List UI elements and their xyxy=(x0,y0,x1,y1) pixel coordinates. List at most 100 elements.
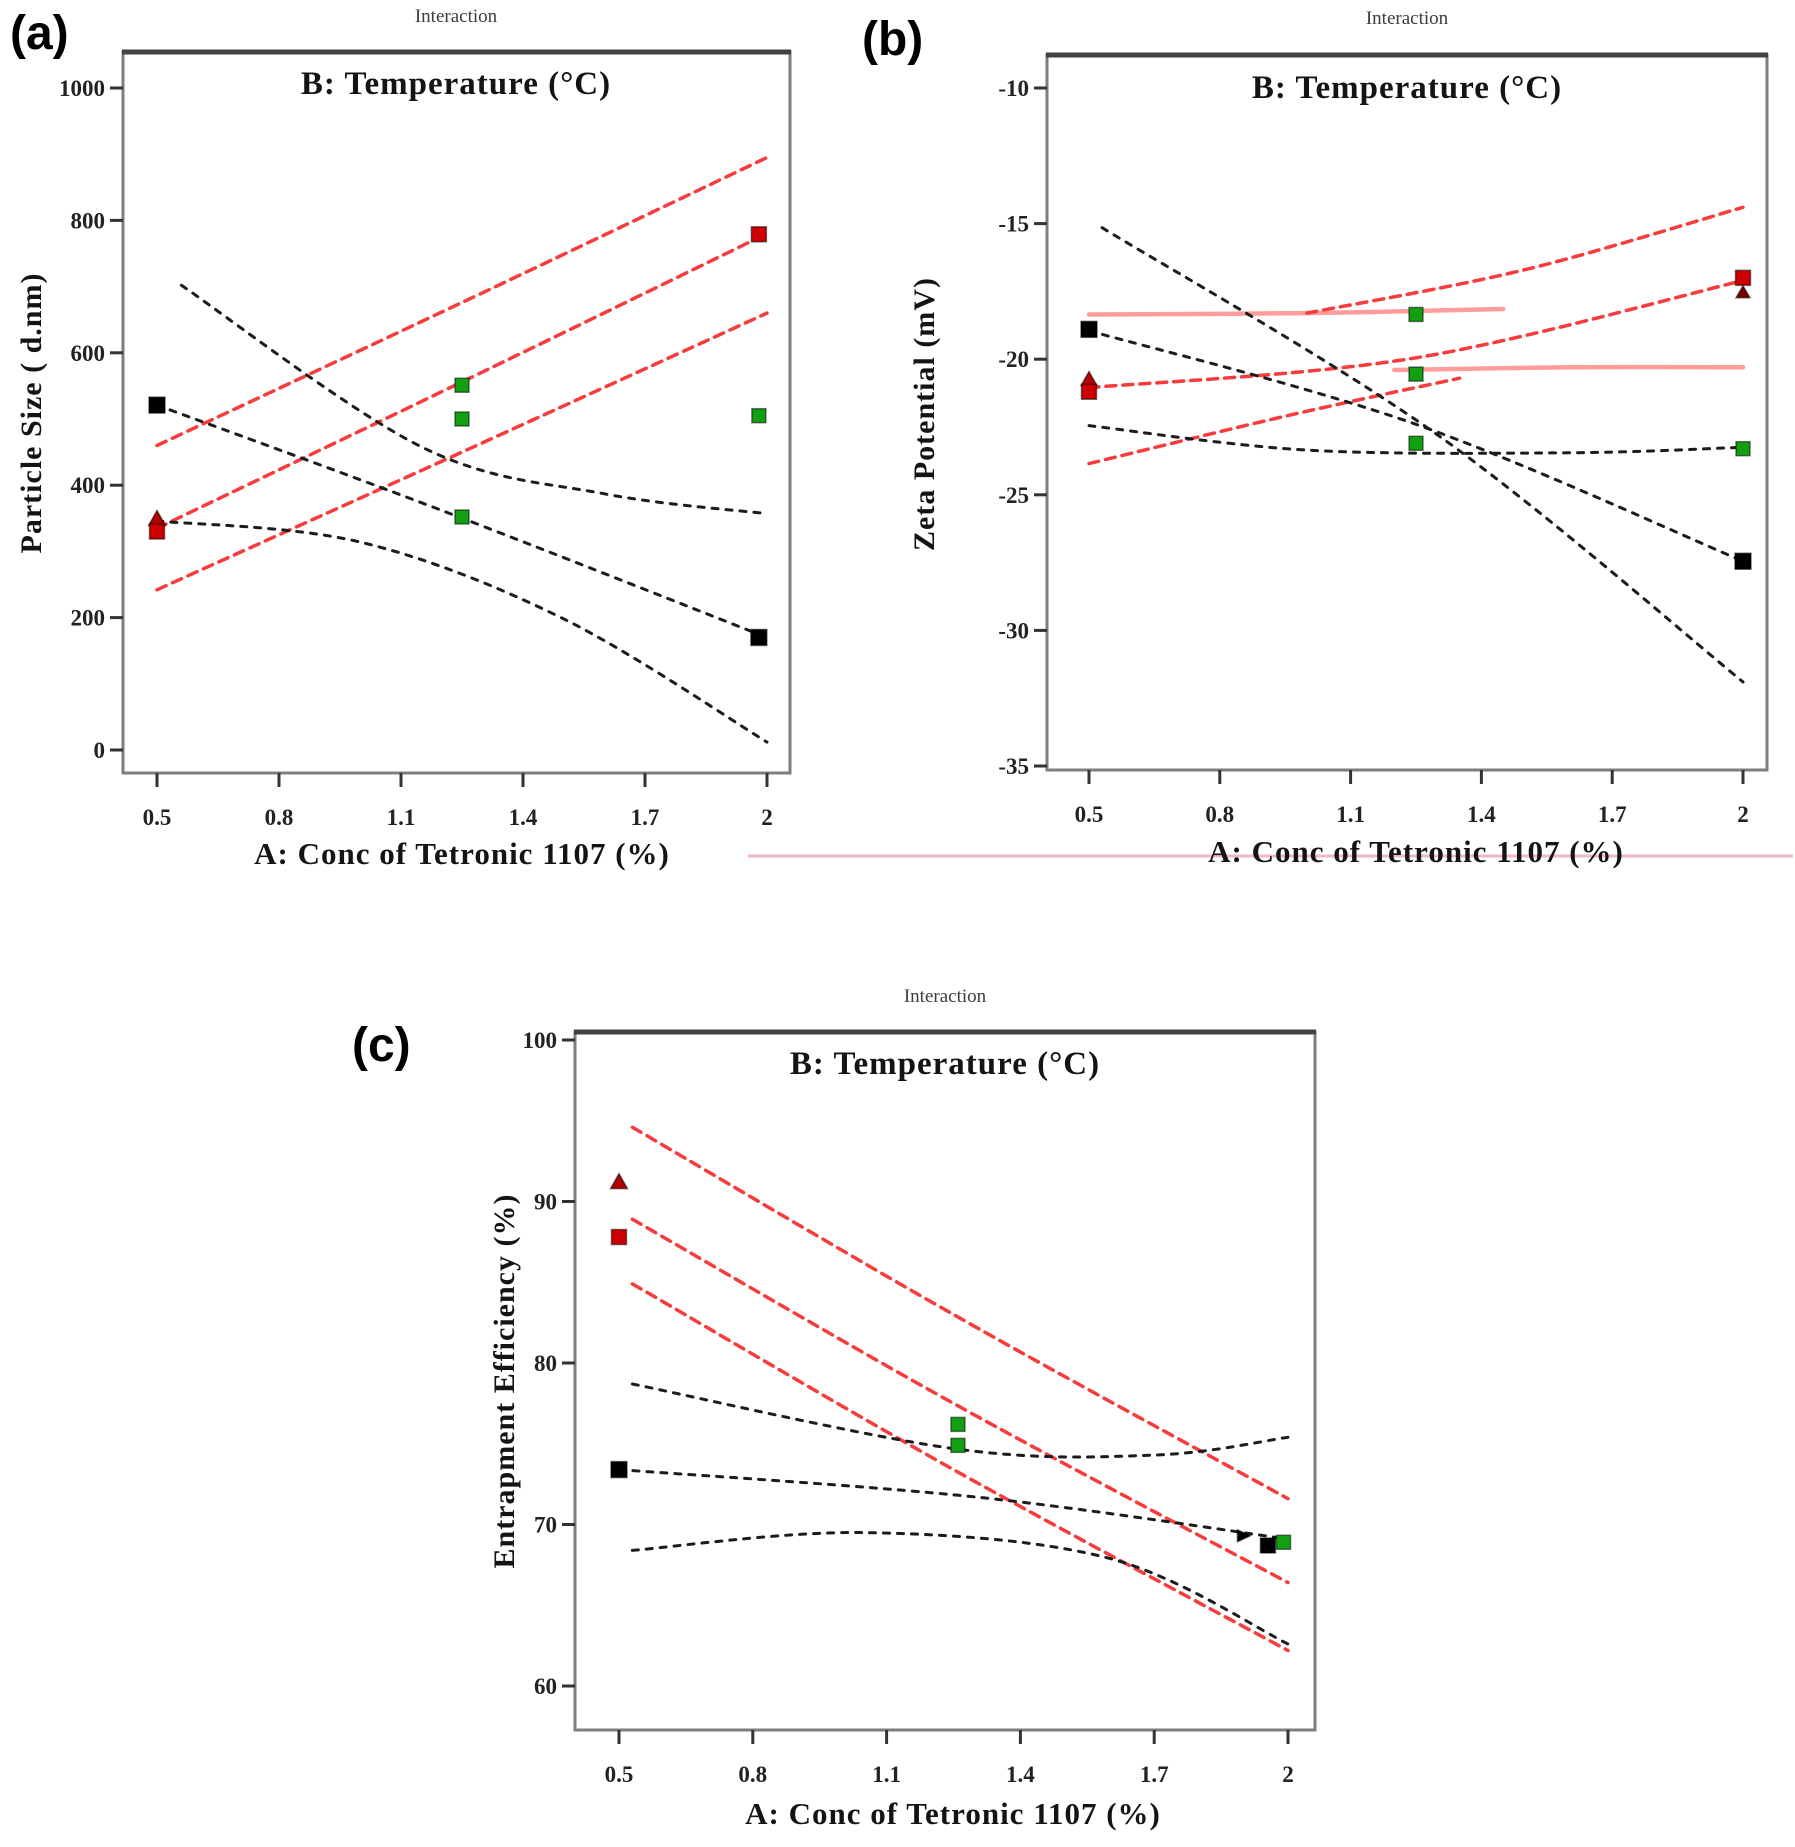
y-tick-label: 90 xyxy=(534,1190,557,1215)
x-tick-label: 0.8 xyxy=(265,805,294,830)
temp-low-mean-line xyxy=(1087,329,1745,563)
panel-label-b: (b) xyxy=(862,13,924,66)
square-marker xyxy=(148,396,166,414)
y-tick-label: 1000 xyxy=(59,76,105,101)
temp-high-ci-upper-line xyxy=(155,155,769,448)
square-marker xyxy=(751,407,767,424)
y-tick-label: 800 xyxy=(71,208,106,233)
square-marker xyxy=(1735,440,1751,457)
x-tick-label: 0.8 xyxy=(738,1762,767,1787)
x-tick-label: 1.1 xyxy=(872,1762,901,1787)
temp-low-ci-a-line xyxy=(1100,226,1745,684)
y-tick-label: 60 xyxy=(534,1674,557,1699)
temp-low-mean-line xyxy=(617,1468,1290,1541)
x-tick-label: 0.5 xyxy=(1075,802,1104,827)
panel-a-title: Interaction xyxy=(414,6,498,27)
y-tick-label: 70 xyxy=(534,1513,557,1538)
panel-b-ylabel: Zeta Potential (mV) xyxy=(908,277,941,551)
x-tick-label: 1.1 xyxy=(1336,802,1365,827)
x-tick-label: 2 xyxy=(1282,1762,1294,1787)
temp-low-ci-upper-line xyxy=(630,1382,1290,1459)
square-marker xyxy=(1080,383,1098,400)
square-marker xyxy=(1259,1537,1277,1554)
y-tick-label: 200 xyxy=(71,606,106,631)
x-tick-label: 1.7 xyxy=(631,805,660,830)
square-marker xyxy=(1734,269,1752,287)
triangle-up-marker xyxy=(147,508,167,527)
y-tick-label: 80 xyxy=(534,1351,557,1376)
plot-border xyxy=(573,1030,1317,1732)
y-tick-label: 400 xyxy=(71,473,106,498)
panel-b-subtitle: B: Temperature (°C) xyxy=(1251,70,1563,106)
square-marker xyxy=(454,411,470,427)
y-tick-label: 100 xyxy=(523,1028,558,1053)
y-tick-label: -20 xyxy=(998,347,1029,372)
square-marker xyxy=(1408,435,1424,452)
temp-high-ci-lower-line xyxy=(630,1282,1290,1653)
square-marker xyxy=(750,628,768,647)
y-tick-label: -25 xyxy=(998,483,1029,508)
x-tick-label: 0.5 xyxy=(605,1762,634,1787)
triangle-up-marker xyxy=(609,1172,629,1190)
y-tick-label: -15 xyxy=(998,212,1029,237)
temp-high-ci-upper-flat-line xyxy=(1086,306,1506,317)
panel-c-ylabel: Entrapment Efficiency (%) xyxy=(488,1193,521,1569)
x-tick-label: 0.8 xyxy=(1205,802,1234,827)
x-tick-label: 1.7 xyxy=(1598,802,1627,827)
panel-b-plot: 0.5 0.8 1.1 1.4 1.7 2 -10 -15 -20 -25 -30 -35 xyxy=(998,52,1769,827)
temp-low-mean-line xyxy=(155,403,769,639)
panel-c-plot: 0.5 0.8 1.1 1.4 1.7 2 100 90 80 70 60 xyxy=(523,1028,1317,1787)
square-marker xyxy=(1734,552,1752,570)
x-tick-label: 2 xyxy=(761,805,773,830)
x-tick-label: 0.5 xyxy=(143,805,172,830)
square-marker xyxy=(950,1437,966,1454)
square-marker xyxy=(950,1416,966,1433)
triangle-right-marker xyxy=(1236,1528,1253,1543)
panel-label-a: (a) xyxy=(10,7,69,60)
x-tick-label: 1.4 xyxy=(509,805,538,830)
temp-low-ci-lower-line xyxy=(630,1531,1290,1646)
panel-c-subtitle: B: Temperature (°C) xyxy=(789,1046,1101,1082)
y-tick-label: 0 xyxy=(94,738,106,763)
square-marker xyxy=(454,509,470,525)
panel-c-xlabel: A: Conc of Tetronic 1107 (%) xyxy=(745,1796,1161,1831)
y-tick-label: -10 xyxy=(998,76,1029,101)
panel-c-title: Interaction xyxy=(903,986,987,1007)
temp-low-ci-upper-line xyxy=(179,283,769,516)
temp-high-mean-line xyxy=(1087,278,1745,390)
square-marker xyxy=(1275,1534,1292,1551)
temp-high-ci-upper-line xyxy=(1305,205,1745,315)
x-tick-label: 1.4 xyxy=(1006,1762,1035,1787)
square-marker xyxy=(610,1228,628,1246)
temp-high-ci-lower-line xyxy=(155,311,769,592)
square-marker xyxy=(610,1460,628,1479)
square-marker xyxy=(1408,366,1424,382)
square-marker xyxy=(1408,306,1424,323)
x-tick-label: 1.7 xyxy=(1140,1762,1169,1787)
y-tick-label: -35 xyxy=(998,754,1029,779)
x-tick-label: 2 xyxy=(1737,802,1749,827)
square-marker xyxy=(148,523,166,540)
panel-b-xlabel: A: Conc of Tetronic 1107 (%) xyxy=(1208,834,1624,869)
x-tick-label: 1.1 xyxy=(387,805,416,830)
panel-a-ylabel: Particle Size ( d.nm) xyxy=(15,272,48,554)
square-marker xyxy=(750,226,768,243)
panel-a-plot: 0.5 0.8 1.1 1.4 1.7 2 1000 800 600 400 200 0 xyxy=(59,49,792,830)
panel-label-c: (c) xyxy=(352,1019,411,1072)
y-tick-label: 600 xyxy=(71,341,106,366)
temp-low-ci-b-line xyxy=(1087,424,1745,455)
y-tick-label: -30 xyxy=(998,618,1029,643)
panel-b-title: Interaction xyxy=(1365,8,1449,29)
square-marker xyxy=(454,377,470,393)
panel-a-subtitle: B: Temperature (°C) xyxy=(300,66,612,102)
triangle-up-marker xyxy=(1734,284,1752,299)
temp-high-ci-upper-line xyxy=(630,1125,1290,1501)
panel-a-xlabel: A: Conc of Tetronic 1107 (%) xyxy=(254,836,670,871)
temp-high-mean-line xyxy=(630,1217,1290,1585)
x-tick-label: 1.4 xyxy=(1467,802,1496,827)
temp-low-ci-lower-line xyxy=(155,519,769,744)
square-marker xyxy=(1080,320,1098,339)
temp-high-ci-lower-flat-line xyxy=(1391,364,1746,373)
